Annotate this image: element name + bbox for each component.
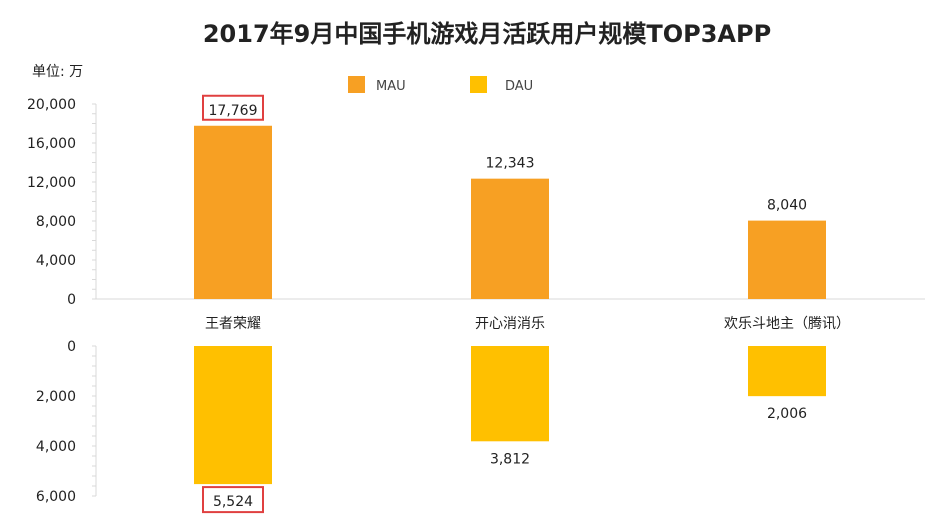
highlight-box xyxy=(202,94,264,121)
dau-y-tick-label: 4,000 xyxy=(36,439,76,455)
legend-label-mau: MAU xyxy=(376,79,406,94)
mau-data-label: 8,040 xyxy=(767,198,807,214)
dau-y-tick-label: 6,000 xyxy=(36,489,76,505)
highlight-box xyxy=(202,486,264,514)
mau-data-label: 12,343 xyxy=(486,156,535,172)
legend-label-dau: DAU xyxy=(505,79,533,94)
chart-title: 2017年9月中国手机游戏月活跃用户规模TOP3APP xyxy=(203,20,771,48)
dau-bar xyxy=(748,346,826,397)
mau-y-tick-label: 8,000 xyxy=(36,214,76,230)
mau-y-tick-label: 4,000 xyxy=(36,253,76,269)
mau-y-tick-label: 20,000 xyxy=(27,97,76,113)
legend-swatch-dau xyxy=(470,76,487,93)
mau-data-label: 17,769 xyxy=(209,103,258,119)
category-label: 开心消消乐 xyxy=(475,316,545,332)
legend-swatch-mau xyxy=(348,76,365,93)
mau-y-tick-label: 16,000 xyxy=(27,136,76,152)
category-label: 王者荣耀 xyxy=(205,316,261,332)
dau-data-label: 3,812 xyxy=(490,451,530,467)
category-label: 欢乐斗地主（腾讯） xyxy=(724,315,850,332)
dau-y-tick-label: 2,000 xyxy=(36,389,76,405)
dau-data-label: 5,524 xyxy=(213,494,253,510)
dau-bar xyxy=(471,346,549,442)
category-labels: 王者荣耀 开心消消乐 欢乐斗地主（腾讯） xyxy=(205,315,850,332)
mau-bar xyxy=(748,220,826,299)
dau-plot: 0 2,000 4,000 6,000 5,524 3,812 2,006 xyxy=(36,339,826,514)
mau-y-tick-label: 0 xyxy=(67,292,76,308)
dau-y-tick-label: 0 xyxy=(67,339,76,355)
dau-bar xyxy=(194,346,272,485)
legend: MAU DAU xyxy=(348,76,533,94)
mau-bar xyxy=(194,125,272,299)
unit-label: 单位: 万 xyxy=(32,64,83,80)
mau-bar xyxy=(471,178,549,299)
mau-y-tick-label: 12,000 xyxy=(27,175,76,191)
mau-plot: 20,000 16,000 12,000 8,000 4,000 0 17,769 12,34… xyxy=(27,94,925,308)
dau-data-label: 2,006 xyxy=(767,406,807,422)
